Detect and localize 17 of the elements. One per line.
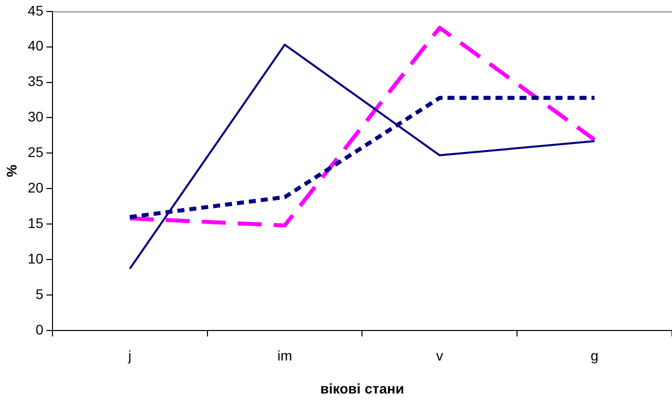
y-tick-label: 0 bbox=[36, 321, 44, 338]
y-tick-label: 20 bbox=[28, 179, 44, 196]
line-series bbox=[128, 26, 597, 228]
y-tick-label: 45 bbox=[28, 2, 44, 18]
y-tick-label: 25 bbox=[28, 144, 44, 160]
x-tick-label: v bbox=[436, 348, 444, 364]
x-tick-label: im bbox=[277, 348, 292, 364]
x-axis-title: вікові стани bbox=[320, 380, 404, 396]
y-tick-label: 15 bbox=[28, 214, 44, 231]
y-tick-label: 5 bbox=[36, 286, 44, 302]
y-tick-label: 35 bbox=[28, 73, 44, 90]
y-tick-label: 30 bbox=[28, 108, 44, 125]
y-tick-label: 10 bbox=[28, 250, 44, 266]
x-tick-label: g bbox=[590, 348, 598, 364]
y-tick-label: 40 bbox=[28, 38, 44, 54]
y-axis-title: % bbox=[3, 164, 20, 178]
x-tick-label: j bbox=[127, 348, 132, 364]
